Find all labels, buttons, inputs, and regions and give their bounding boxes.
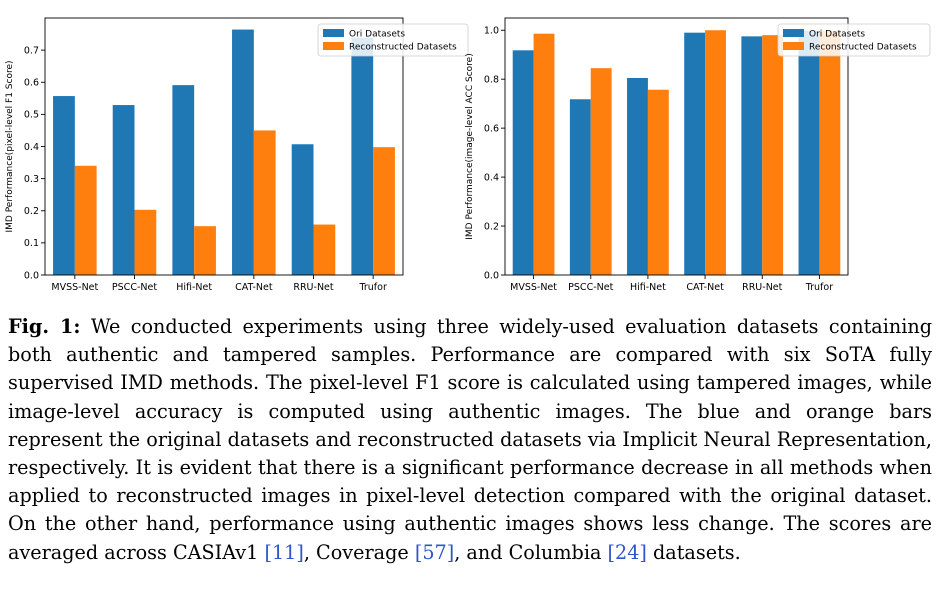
legend-label: Reconstructed Datasets <box>349 43 457 53</box>
legend-box <box>777 23 931 57</box>
bar <box>134 209 157 275</box>
figure-caption: Fig. 1: We conducted experiments using t… <box>8 313 932 567</box>
figure: 0.0 0.1 0.2 0.3 0.4 0.5 0.6 0.7 MVSS-Net PSCC-Net… <box>5 17 931 293</box>
bar <box>627 77 648 275</box>
legend-swatch <box>323 42 344 50</box>
bar <box>313 224 336 275</box>
bar <box>819 30 841 276</box>
caption-text: We conducted experiments using three wid… <box>8 315 932 564</box>
legend-label: Ori Datasets <box>349 30 405 40</box>
caption-text: , and Columbia <box>454 540 608 564</box>
bar <box>762 35 784 276</box>
legend-label: Reconstructed Datasets <box>809 43 917 53</box>
bar <box>798 30 820 276</box>
bar <box>172 85 195 275</box>
x-tick-label: Trufor <box>358 282 386 293</box>
bar <box>741 36 763 275</box>
caption-text: datasets. <box>646 540 741 564</box>
x-tick-label: CAT-Net <box>235 282 273 293</box>
x-tick-label: Trufor <box>805 282 833 293</box>
x-tick-label: MVSS-Net <box>51 282 98 293</box>
chart-pixel-f1: 0.0 0.1 0.2 0.3 0.4 0.5 0.6 0.7 MVSS-Net PSCC-Net… <box>5 17 469 293</box>
y-tick-label: 0.7 <box>24 45 39 56</box>
x-tick-label: Hifi-Net <box>630 282 666 293</box>
bar <box>684 32 706 275</box>
plot-frame <box>44 17 404 276</box>
bar <box>533 33 555 275</box>
citation-link[interactable]: [11] <box>264 540 304 564</box>
y-tick-label: 0.4 <box>484 172 499 183</box>
legend-swatch <box>323 29 344 37</box>
x-tick-label: CAT-Net <box>686 282 724 293</box>
legend-label: Ori Datasets <box>809 30 865 40</box>
bar <box>647 89 669 275</box>
x-tick-label: PSCC-Net <box>112 282 157 293</box>
legend-box <box>317 23 469 57</box>
legend-swatch <box>783 29 804 37</box>
legend: Ori Datasets Reconstructed Datasets <box>317 23 469 57</box>
x-tick-label: Hifi-Net <box>176 282 212 293</box>
y-axis-label: IMD Performance(pixel-level F1 Score) <box>5 60 15 232</box>
plot-frame <box>504 17 849 276</box>
bar <box>351 37 374 275</box>
bar <box>74 165 97 275</box>
x-tick-label: MVSS-Net <box>510 282 557 293</box>
x-tick-label: PSCC-Net <box>568 282 613 293</box>
y-tick-label: 0.4 <box>24 142 39 153</box>
legend: Ori Datasets Reconstructed Datasets <box>777 23 931 57</box>
bar <box>512 50 534 276</box>
y-axis-label: IMD Performance(image-level ACC Score) <box>465 53 475 239</box>
bar <box>590 68 612 275</box>
legend-swatch <box>783 42 804 50</box>
bar <box>291 144 314 275</box>
bar <box>569 99 591 275</box>
x-tick-label: RRU-Net <box>742 282 783 293</box>
y-tick-label: 0.5 <box>24 110 39 121</box>
bar <box>705 30 726 275</box>
y-tick-label: 0.6 <box>24 78 39 89</box>
x-tick-label: RRU-Net <box>293 282 334 293</box>
caption-text: , Coverage <box>303 540 415 564</box>
bar <box>112 105 135 275</box>
y-tick-label: 0.3 <box>24 174 39 185</box>
y-tick-label: 0.2 <box>484 221 499 232</box>
bar <box>194 226 216 275</box>
y-tick-label: 0.0 <box>24 270 39 281</box>
chart-image-acc: 0.0 0.2 0.4 0.6 0.8 1.0 MVSS-Net PSCC-Net Hifi-N… <box>465 17 931 293</box>
y-tick-label: 1.0 <box>484 26 499 37</box>
bar <box>53 96 75 275</box>
y-tick-label: 0.6 <box>484 123 499 134</box>
citation-link[interactable]: [57] <box>414 540 455 564</box>
y-tick-label: 0.1 <box>24 238 39 249</box>
y-tick-label: 0.8 <box>484 74 499 85</box>
y-tick-label: 0.2 <box>24 206 39 217</box>
bar <box>232 29 254 275</box>
caption-label: Fig. 1: <box>8 315 81 338</box>
bar <box>373 147 395 275</box>
bar <box>253 130 276 275</box>
y-tick-label: 0.0 <box>484 270 499 281</box>
citation-link[interactable]: [24] <box>607 540 647 564</box>
